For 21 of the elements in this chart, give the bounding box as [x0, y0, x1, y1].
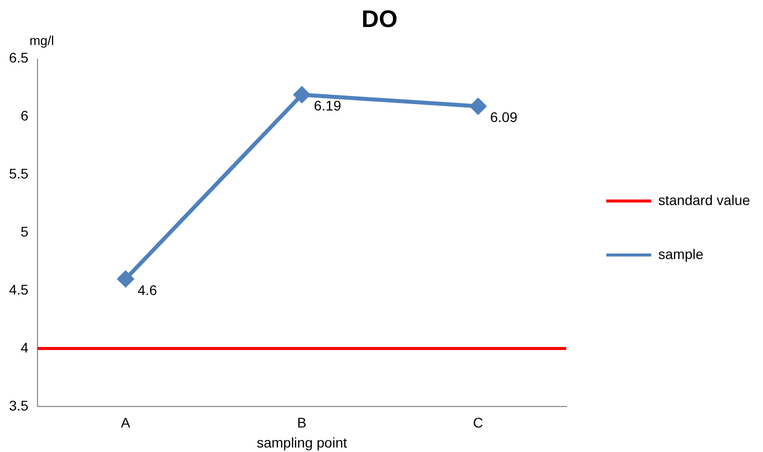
data-label: 6.19: [314, 98, 342, 114]
point: [118, 270, 134, 287]
y-tick-label: 4: [20, 339, 29, 356]
x-tick-label: B: [297, 414, 307, 431]
legend-label: sample: [658, 246, 704, 262]
data-label: 4.6: [138, 282, 158, 298]
x-tick-label: A: [120, 414, 131, 431]
x-tick-label: C: [473, 414, 484, 431]
y-tick-label: 5.5: [8, 166, 29, 182]
point: [294, 86, 310, 103]
point: [470, 98, 486, 114]
legend-label: standard value: [658, 192, 750, 208]
x-axis-title: sampling point: [256, 434, 348, 450]
y-tick-label: 5: [20, 223, 29, 240]
data-label: 6.09: [490, 109, 518, 126]
y-axis-title: mg/l: [29, 32, 54, 48]
chart-title: DO: [362, 6, 398, 34]
y-tick-label: 3.5: [8, 397, 29, 414]
y-tick-label: 6: [20, 108, 29, 124]
y-tick-label: 6.5: [8, 50, 29, 66]
y-tick-label: 4.5: [8, 281, 29, 298]
